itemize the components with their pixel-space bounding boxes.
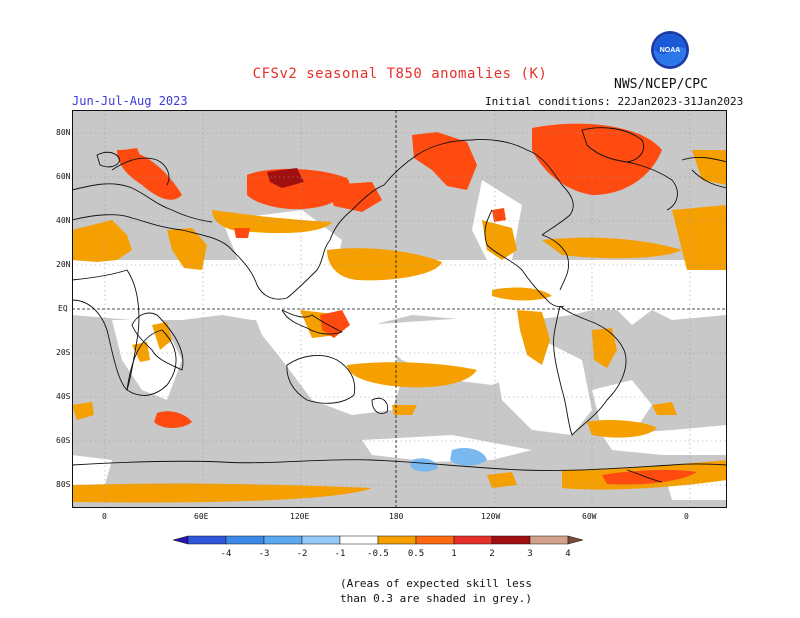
anomaly-negative-shading	[410, 448, 487, 472]
colorbar-tick-label: -2	[297, 549, 308, 559]
lat-label-60n: 60N	[56, 172, 71, 181]
lon-label-120e: 120E	[290, 512, 310, 521]
logo-text: NOAA	[660, 47, 681, 54]
colorbar-max-arrow	[567, 535, 584, 545]
page-title: CFSv2 seasonal T850 anomalies (K)	[252, 66, 548, 82]
colorbar-tick-label: 3	[527, 549, 532, 559]
lon-label-0-right: 0	[684, 512, 689, 521]
lat-label-20n: 20N	[56, 260, 71, 269]
colorbar-box	[377, 535, 417, 545]
skill-footnote: (Areas of expected skill less than 0.3 a…	[340, 577, 533, 605]
colorbar-tick-label: 2	[489, 549, 494, 559]
anomaly-0.5-1-shading	[72, 150, 727, 503]
lat-label-eq: EQ	[58, 304, 68, 313]
colorbar-box	[301, 535, 341, 545]
colorbar: -4 -3 -2 -1 -0.5 0.5 1 2 3 4	[172, 535, 584, 559]
anomaly-map	[72, 110, 727, 508]
colorbar-min-arrow	[172, 535, 189, 545]
colorbar-box	[187, 535, 227, 545]
season-label: Jun-Jul-Aug 2023	[72, 94, 188, 108]
lat-label-40n: 40N	[56, 216, 71, 225]
coastlines	[72, 127, 727, 483]
lat-label-60s: 60S	[56, 436, 71, 445]
colorbar-box	[415, 535, 455, 545]
lat-label-80s: 80S	[56, 480, 71, 489]
colorbar-tick-label: -3	[259, 549, 270, 559]
lon-label-60w: 60W	[582, 512, 597, 521]
colorbar-tick-label: 0.5	[408, 549, 424, 559]
colorbar-tick-label: -4	[221, 549, 232, 559]
colorbar-box	[529, 535, 569, 545]
colorbar-box	[225, 535, 265, 545]
colorbar-box	[453, 535, 493, 545]
agency-label: NWS/NCEP/CPC	[614, 77, 708, 92]
equator-dateline	[72, 110, 727, 508]
colorbar-box	[491, 535, 531, 545]
lat-label-80n: 80N	[56, 128, 71, 137]
initial-conditions-label: Initial conditions: 22Jan2023-31Jan2023	[485, 95, 744, 108]
lat-label-20s: 20S	[56, 348, 71, 357]
lat-label-40s: 40S	[56, 392, 71, 401]
colorbar-box	[339, 535, 379, 545]
colorbar-tick-label: 1	[451, 549, 456, 559]
colorbar-box	[263, 535, 303, 545]
lon-label-180: 180	[389, 512, 404, 521]
anomaly-1-2-shading	[117, 123, 697, 485]
lon-label-120w: 120W	[481, 512, 501, 521]
colorbar-tick-label: -1	[335, 549, 346, 559]
lon-label-60e: 60E	[194, 512, 209, 521]
noaa-logo-icon: NOAA	[651, 31, 689, 69]
colorbar-tick-label: 4	[565, 549, 570, 559]
colorbar-tick-label: -0.5	[367, 549, 389, 559]
anomaly-2-3-shading	[267, 168, 304, 188]
lon-label-0: 0	[102, 512, 107, 521]
